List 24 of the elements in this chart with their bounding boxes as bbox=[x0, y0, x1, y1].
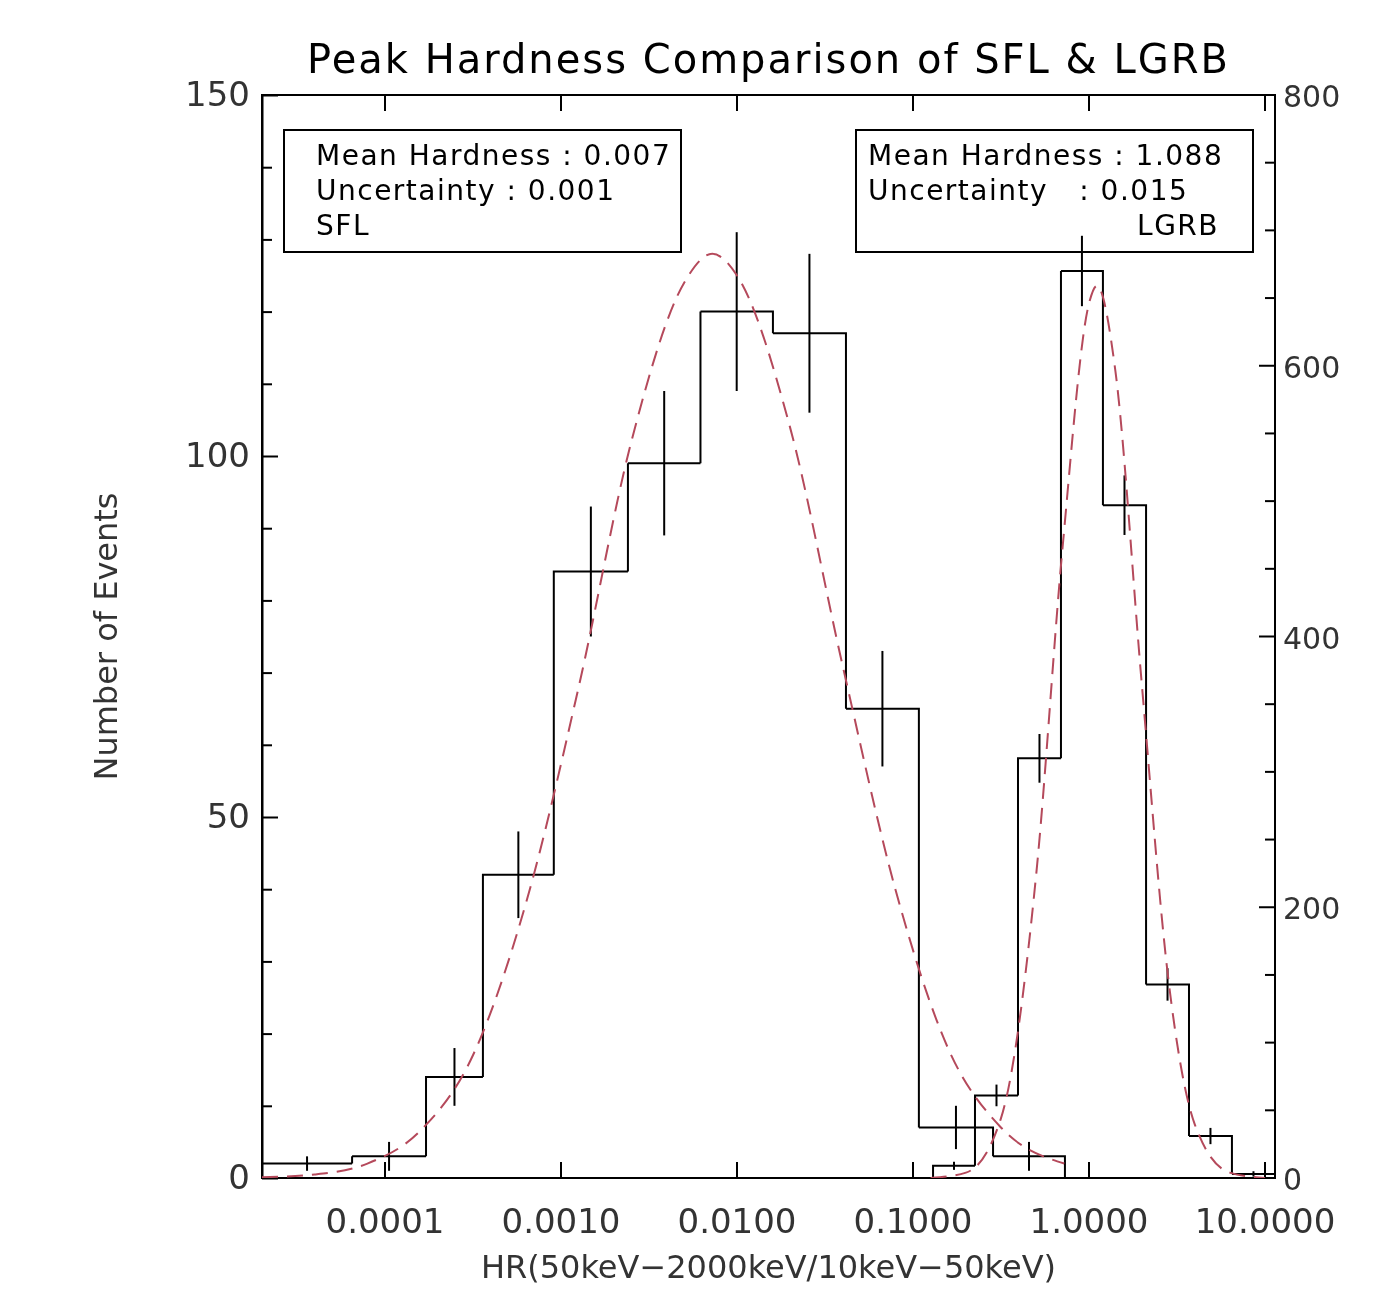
y-axis-title: Number of Events bbox=[87, 492, 125, 781]
x-tick-label: 0.0100 bbox=[677, 1201, 797, 1241]
x-tick-label: 10.0000 bbox=[1194, 1201, 1336, 1241]
y-tick-label: 150 bbox=[185, 74, 250, 115]
y2-tick-label: 0 bbox=[1283, 1162, 1303, 1197]
y-tick-label: 0 bbox=[228, 1157, 250, 1198]
annotation: Uncertainty : 0.015 bbox=[868, 174, 1189, 207]
x-tick-label: 0.1000 bbox=[853, 1201, 973, 1241]
y2-tick-label: 200 bbox=[1283, 891, 1341, 927]
x-tick-label: 0.0010 bbox=[501, 1201, 621, 1241]
annotation: LGRB bbox=[1137, 209, 1219, 242]
y2-tick-label: 800 bbox=[1283, 79, 1341, 114]
x-tick-label: 0.0001 bbox=[325, 1201, 445, 1241]
x-tick-label: 1.0000 bbox=[1029, 1201, 1149, 1241]
x-axis-title: HR(50keV−2000keV/10keV−50keV) bbox=[480, 1248, 1057, 1286]
annotation: Mean Hardness : 0.007 bbox=[316, 139, 672, 172]
y-tick-label: 100 bbox=[185, 435, 250, 476]
annotation: Uncertainty : 0.001 bbox=[316, 174, 616, 207]
chart-title: Peak Hardness Comparison of SFL & LGRB bbox=[306, 36, 1231, 82]
y2-tick-label: 600 bbox=[1283, 349, 1341, 385]
annotation: Mean Hardness : 1.088 bbox=[868, 139, 1224, 172]
annotation: SFL bbox=[316, 209, 370, 242]
y2-tick-label: 400 bbox=[1283, 620, 1341, 656]
y-tick-label: 50 bbox=[206, 796, 250, 837]
